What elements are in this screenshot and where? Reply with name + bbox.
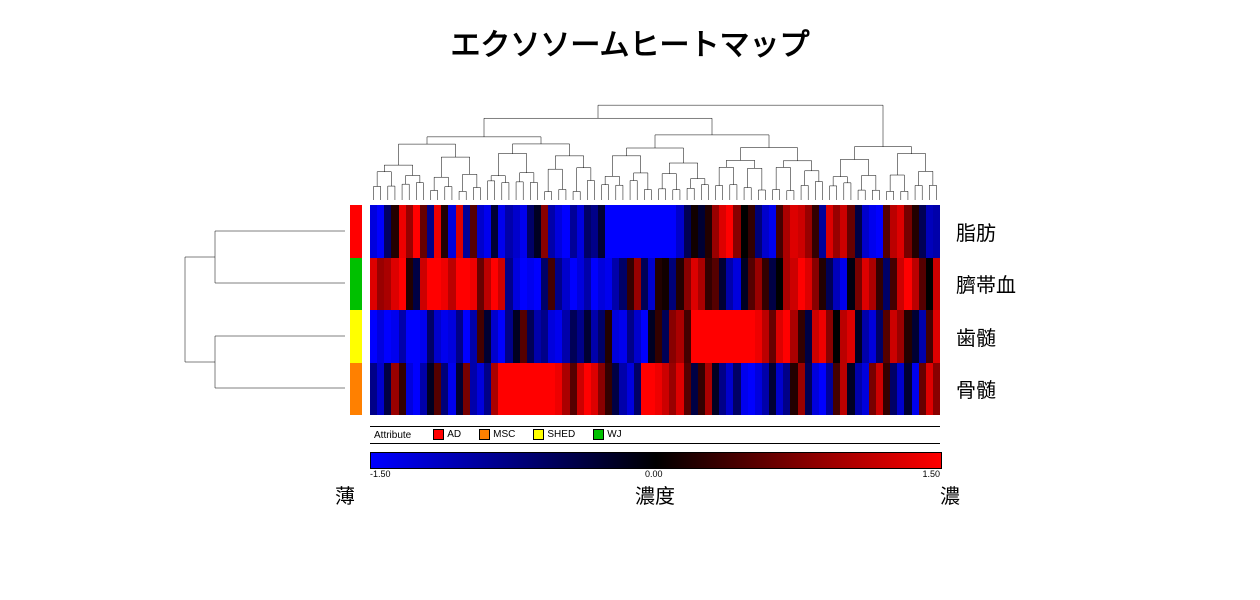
heatmap-figure: 脂肪臍帯血歯髄骨髄 Attribute AD MSC SHED WJ -1.50 0.0… xyxy=(175,100,1085,580)
colorbar-tick: 0.00 xyxy=(645,469,663,479)
attribute-legend-title: Attribute xyxy=(374,430,411,441)
bottom-label-left: 薄 xyxy=(335,480,355,509)
heatmap-row xyxy=(370,205,940,258)
bottom-label-center: 濃度 xyxy=(635,480,675,509)
heatmap-row xyxy=(370,258,940,311)
legend-chip xyxy=(593,429,604,440)
attribute-legend: Attribute AD MSC SHED WJ xyxy=(370,426,940,444)
row-attribute-strip xyxy=(350,205,362,415)
colorbar: -1.50 0.00 1.50 xyxy=(370,452,940,483)
page-title: エクソソームヒートマップ xyxy=(0,20,1260,64)
row-label: 骨髄 xyxy=(950,363,1070,416)
column-dendrogram xyxy=(370,100,940,200)
attr-strip-cell xyxy=(350,363,362,416)
legend-item: SHED xyxy=(533,429,575,440)
heatmap-row xyxy=(370,310,940,363)
legend-item: MSC xyxy=(479,429,515,440)
row-label: 臍帯血 xyxy=(950,258,1070,311)
attr-strip-cell xyxy=(350,310,362,363)
heatmap-row xyxy=(370,363,940,416)
row-label: 脂肪 xyxy=(950,205,1070,258)
colorbar-tick: 1.50 xyxy=(922,469,940,479)
legend-chip xyxy=(533,429,544,440)
row-dendrogram xyxy=(175,205,345,415)
legend-item: AD xyxy=(433,429,461,440)
legend-chip xyxy=(479,429,490,440)
heatmap-grid xyxy=(370,205,940,415)
colorbar-tick: -1.50 xyxy=(370,469,391,479)
bottom-label-right: 濃 xyxy=(940,480,960,509)
legend-chip xyxy=(433,429,444,440)
attr-strip-cell xyxy=(350,258,362,311)
row-labels: 脂肪臍帯血歯髄骨髄 xyxy=(950,205,1070,415)
attr-strip-cell xyxy=(350,205,362,258)
legend-item: WJ xyxy=(593,429,621,440)
row-label: 歯髄 xyxy=(950,310,1070,363)
